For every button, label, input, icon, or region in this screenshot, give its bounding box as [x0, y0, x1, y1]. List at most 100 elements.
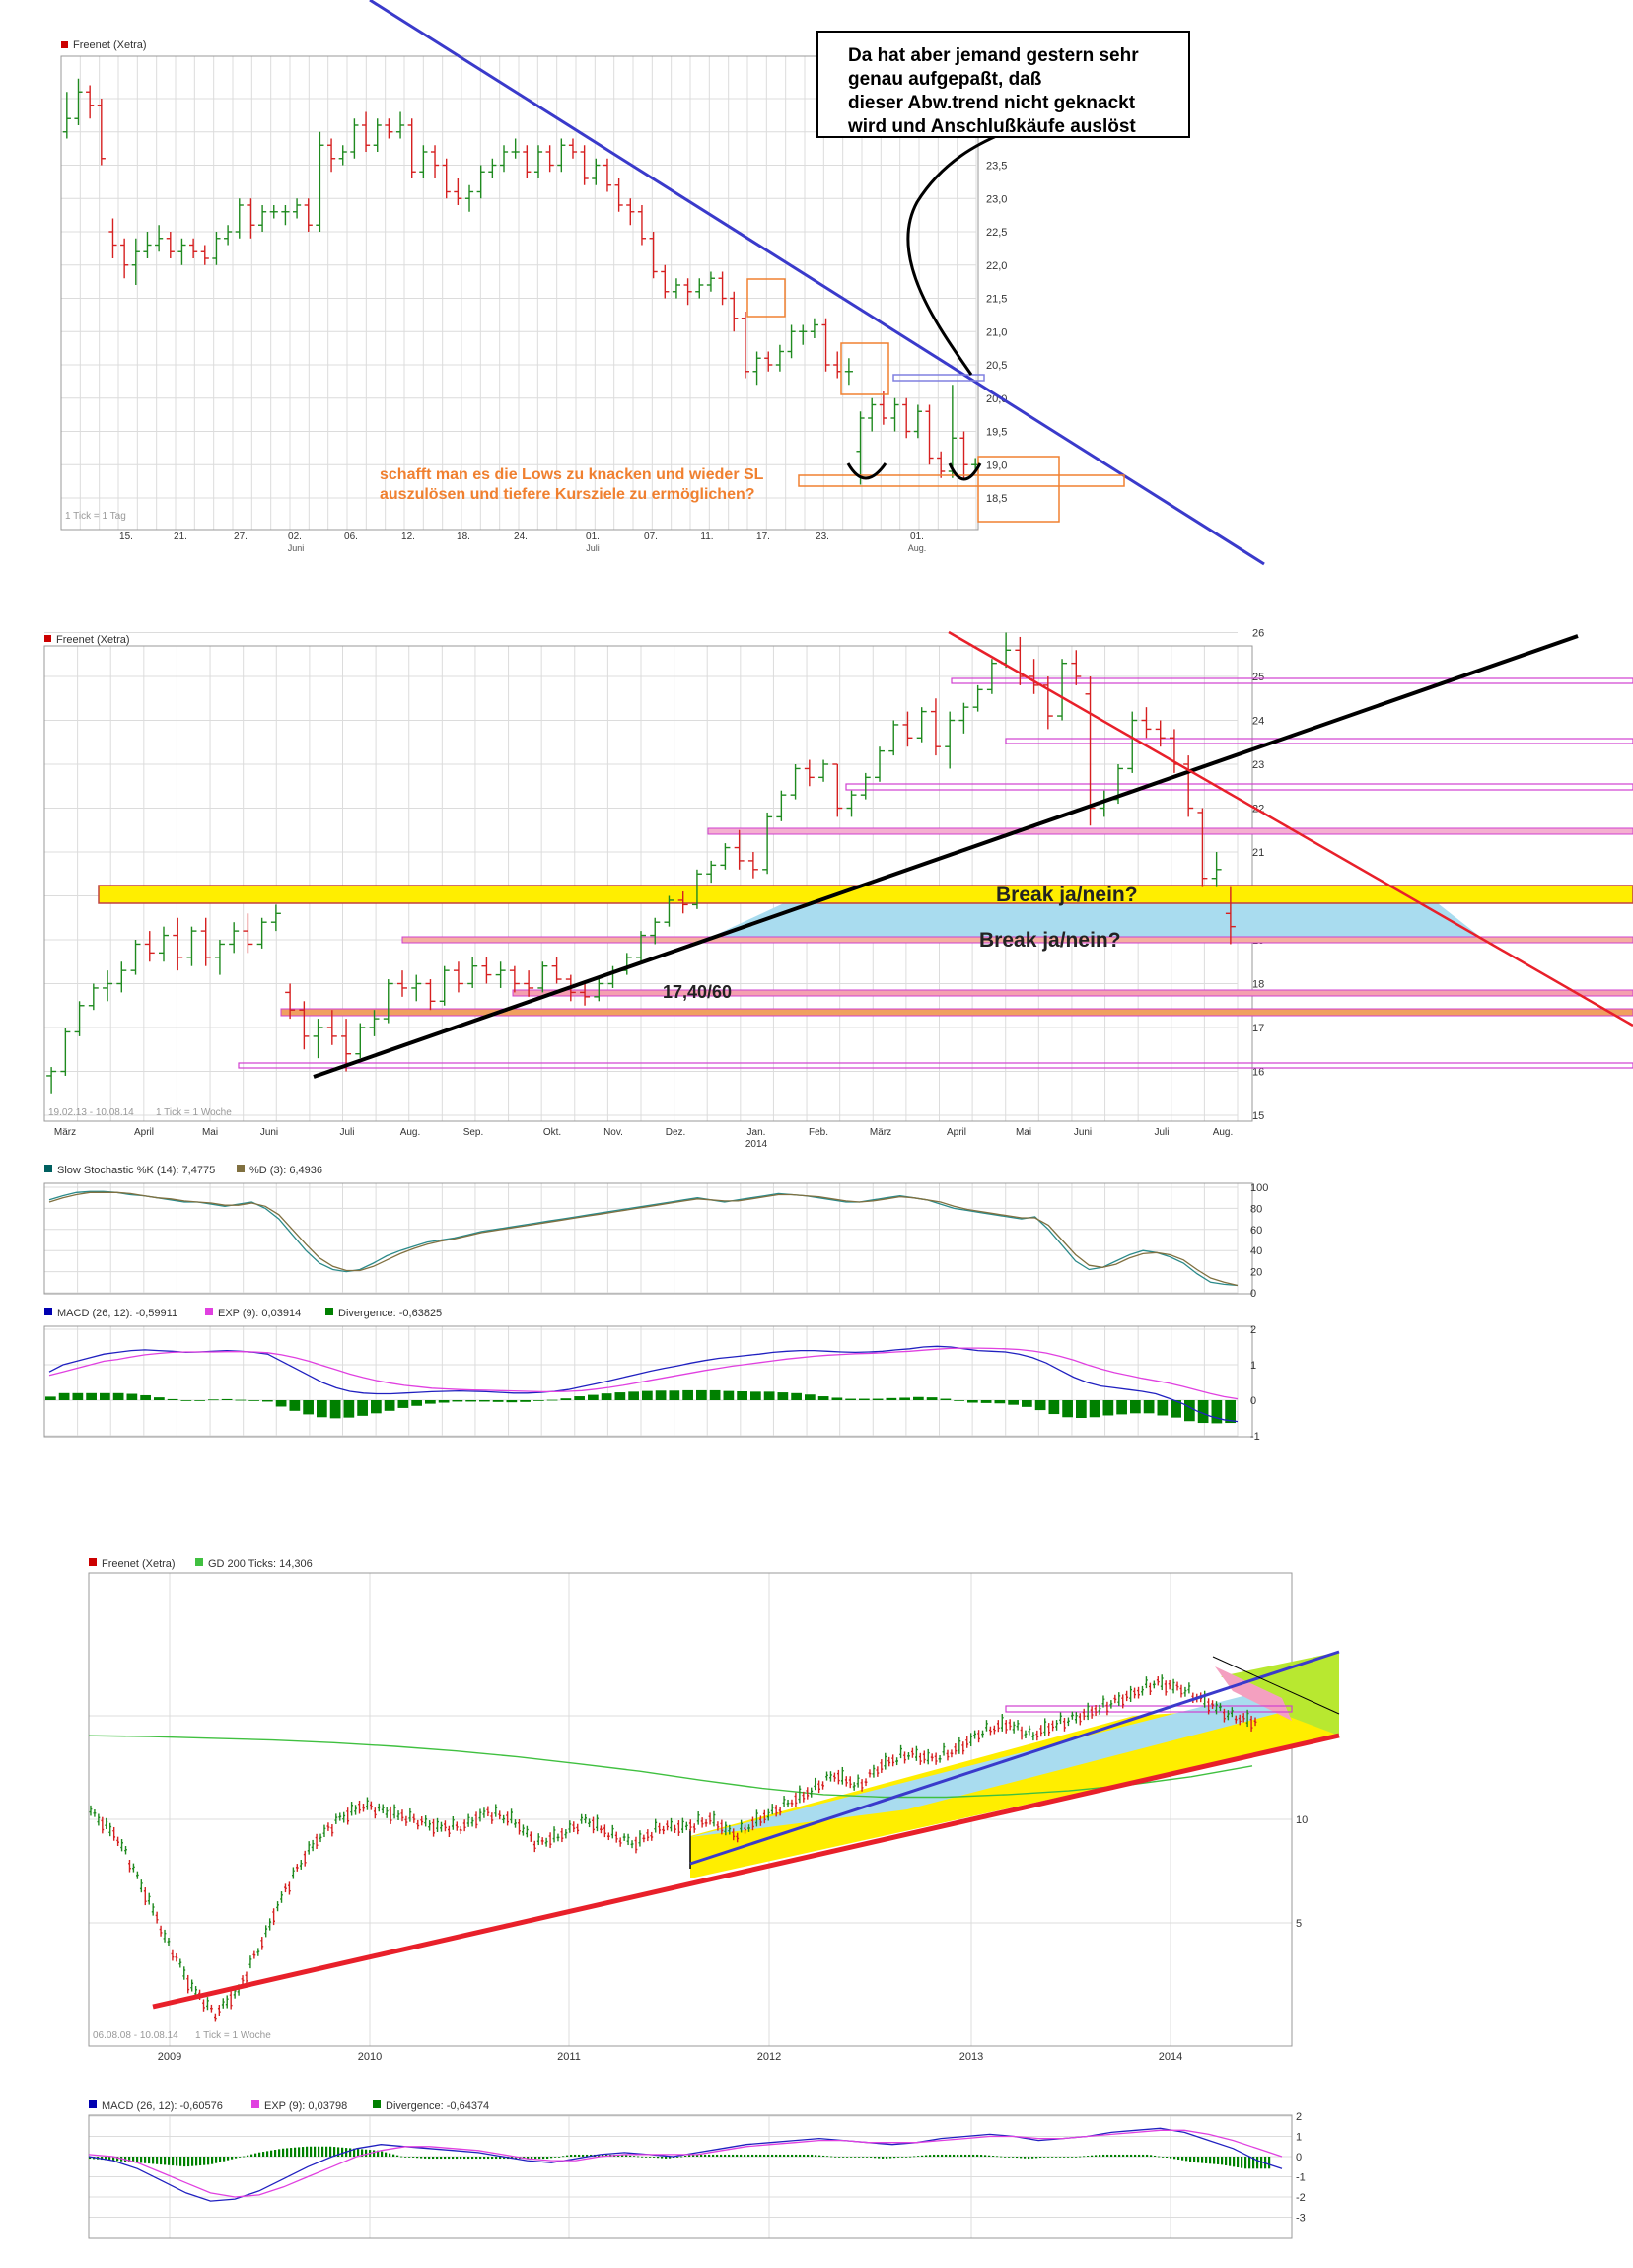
weekly-divergence-bar: [926, 1397, 938, 1400]
weekly-y-tick: 25: [1252, 672, 1264, 683]
longterm-bar: [992, 1725, 996, 1735]
longterm-bar: [977, 1730, 980, 1743]
longterm-bar: [444, 1820, 447, 1832]
daily-bar: [407, 118, 416, 178]
longterm-bar: [182, 1966, 186, 1980]
longterm-bar: [810, 1787, 814, 1798]
stochastic-y-tick: 60: [1250, 1225, 1262, 1237]
daily-y-tick: 23,0: [986, 193, 1007, 205]
longterm-divergence-bar: [1185, 2157, 1188, 2162]
stochastic-y-tick: 20: [1250, 1267, 1262, 1279]
longterm-divergence-bar: [1016, 2157, 1019, 2159]
longterm-divergence-bar: [736, 2154, 739, 2157]
daily-price-chart: Freenet (Xetra) 1 Tick = 1 Tag 18,519,01…: [60, 0, 1265, 566]
weekly-divergence-bar: [397, 1400, 409, 1408]
weekly-divergence-bar: [913, 1396, 924, 1400]
longterm-divergence-bar: [720, 2154, 723, 2157]
longterm-divergence-bar: [112, 2157, 115, 2162]
longterm-divergence-bar: [270, 2150, 273, 2157]
longterm-divergence-bar: [243, 2156, 246, 2158]
longterm-divergence-bar: [850, 2157, 853, 2158]
div-swatch: [325, 1308, 333, 1315]
weekly-divergence-bar: [980, 1400, 992, 1403]
daily-bar: [592, 158, 601, 185]
weekly-bar: [636, 931, 646, 962]
longterm-bar: [989, 1726, 992, 1736]
longterm-divergence-bar: [456, 2157, 459, 2160]
weekly-divergence-bar: [411, 1400, 422, 1406]
longterm-bar: [556, 1833, 560, 1842]
longterm-bar: [806, 1787, 810, 1800]
longterm-bar: [724, 1821, 728, 1836]
longterm-bar: [291, 1867, 295, 1879]
longterm-divergence-bar: [471, 2157, 474, 2160]
weekly-macd-panel: MACD (26, 12): -0,59911 EXP (9): 0,03914…: [43, 1308, 1260, 1443]
longterm-bar: [396, 1810, 400, 1820]
weekly-bar: [341, 1019, 352, 1072]
daily-bar: [752, 351, 761, 386]
longterm-divergence-bar: [1043, 2157, 1046, 2158]
weekly-bar: [397, 970, 407, 997]
longterm-bar: [782, 1796, 786, 1807]
weekly-divergence-bar: [845, 1398, 856, 1400]
longterm-divergence-bar: [692, 2154, 695, 2157]
daily-bar: [844, 358, 853, 386]
longterm-divergence-bar: [187, 2157, 190, 2167]
longterm-downtrend-black: [1212, 1656, 1340, 1715]
longterm-divergence-bar: [554, 2157, 557, 2158]
longterm-divergence-bar: [791, 2154, 794, 2157]
level-26-band: [951, 677, 1633, 684]
weekly-bar: [860, 772, 871, 800]
longterm-divergence-bar: [250, 2154, 253, 2157]
longterm-title: Freenet (Xetra): [102, 1558, 176, 1570]
longterm-bar: [540, 1837, 544, 1845]
longterm-divergence-bar: [448, 2157, 451, 2160]
longterm-bar: [833, 1772, 836, 1782]
longterm-divergence-bar: [893, 2157, 896, 2159]
longterm-uptrend-blue: [689, 1650, 1340, 1866]
longterm-bar: [455, 1821, 459, 1831]
longterm-bar: [369, 1801, 373, 1810]
longterm-bar: [248, 1955, 252, 1969]
longterm-divergence-bar: [972, 2154, 975, 2157]
longterm-divergence-bar: [1221, 2157, 1224, 2165]
weekly-divergence-bar: [994, 1400, 1006, 1404]
weekly-divergence-bar: [791, 1392, 802, 1400]
longterm-bar: [93, 1809, 97, 1817]
longterm-divergence-bar: [400, 2156, 403, 2158]
longterm-divergence-bar: [1209, 2157, 1212, 2164]
longterm-divergence-bar: [759, 2154, 762, 2157]
longterm-divergence-bar: [1134, 2154, 1137, 2157]
daily-bar: [523, 145, 532, 178]
daily-bar: [326, 138, 336, 173]
daily-period-note: 1 Tick = 1 Tag: [65, 511, 126, 522]
lt-div-swatch: [373, 2100, 381, 2108]
weekly-divergence-bar: [601, 1393, 612, 1400]
longterm-bar: [1000, 1714, 1004, 1732]
weekly-bar: [804, 759, 815, 787]
longterm-bar: [634, 1836, 638, 1854]
longterm-divergence-bar: [653, 2157, 656, 2158]
weekly-divergence-bar: [1062, 1400, 1073, 1418]
longterm-bar: [428, 1820, 432, 1831]
macd-legend: MACD (26, 12): -0,59911: [57, 1308, 178, 1319]
weekly-bar: [256, 917, 267, 949]
weekly-divergence-bar: [628, 1391, 639, 1400]
weekly-bar: [1225, 886, 1236, 945]
longterm-bar: [330, 1824, 334, 1837]
longterm-bar: [1253, 1717, 1257, 1727]
longterm-bar: [560, 1827, 564, 1843]
daily-x-tick: 17.: [756, 532, 770, 542]
weekly-y-tick: 18: [1252, 979, 1264, 991]
longterm-ohlc-bars: [89, 1674, 1257, 2022]
lt-macd-swatch: [89, 2100, 97, 2108]
longterm-bar: [241, 1975, 245, 1985]
longterm-divergence-bar: [207, 2157, 210, 2165]
longterm-divergence-bar: [878, 2157, 881, 2159]
weekly-bar: [691, 869, 702, 909]
level-19-band: [401, 936, 1633, 944]
longterm-bar: [436, 1817, 439, 1832]
longterm-bar: [1109, 1700, 1113, 1709]
longterm-divergence-bar: [830, 2156, 833, 2158]
resistance-marker: [892, 374, 985, 382]
